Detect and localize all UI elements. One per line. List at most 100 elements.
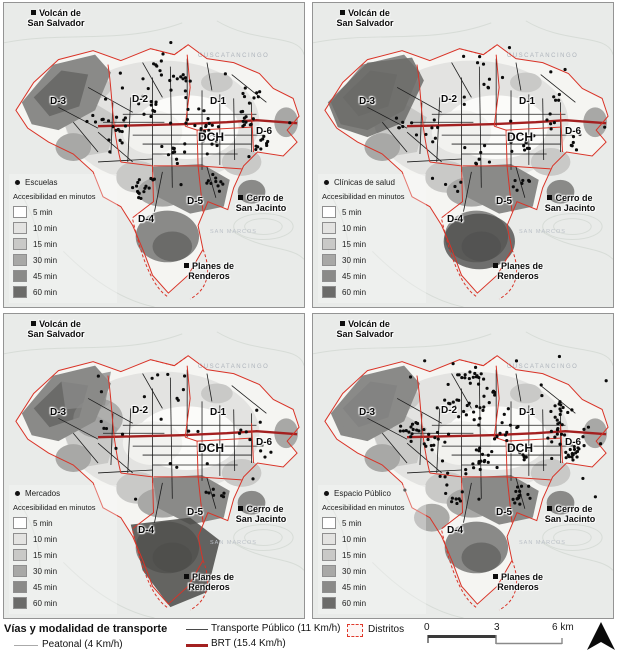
brt-line	[407, 119, 607, 128]
peatonal-line-icon	[14, 645, 38, 646]
district-label-d-4: D-4	[138, 525, 155, 536]
access-class-label: 60 min	[342, 598, 367, 608]
scalebar-tick-6km: 6 km	[552, 622, 574, 633]
access-class-label: 15 min	[33, 550, 58, 560]
access-class-row: 60 min	[13, 284, 113, 300]
basemap-label-san-marcos: SAN MARCOS	[210, 229, 257, 235]
access-class-row: 5 min	[13, 515, 113, 531]
cerro-label-line2: San Jacinto	[544, 514, 596, 525]
access-class-row: 30 min	[322, 252, 422, 268]
facility-row: Escuelas	[15, 178, 113, 187]
access-class-label: 5 min	[342, 518, 362, 528]
district-label-d-5: D-5	[496, 507, 513, 518]
access-class-label: 10 min	[342, 534, 367, 544]
cerro-label-line2: San Jacinto	[544, 203, 596, 214]
basemap-label-cuscatancingo: CUSCATANCINGO	[507, 53, 579, 59]
district-label-dch: DCH	[507, 441, 533, 455]
district-label-d-1: D-1	[210, 407, 227, 418]
basemap-label-cuscatancingo: CUSCATANCINGO	[507, 364, 579, 370]
access-class-row: 30 min	[13, 252, 113, 268]
basemap-label-san-marcos: SAN MARCOS	[210, 540, 257, 546]
cerro-label-line2: San Jacinto	[235, 514, 287, 525]
access-class-list: 5 min 10 min 15 min 30 min 45 min 60 min	[13, 204, 113, 300]
basemap-label-san-marcos: SAN MARCOS	[519, 540, 566, 546]
access-class-swatch	[13, 238, 27, 250]
facility-marker-icon	[324, 491, 329, 496]
access-class-row: 15 min	[13, 547, 113, 563]
cerro-marker-icon	[547, 506, 553, 511]
access-class-label: 30 min	[342, 566, 367, 576]
access-class-swatch	[13, 533, 27, 545]
planes-label-line1: Planes de	[191, 261, 235, 271]
map-canvas	[4, 3, 304, 307]
cerro-label: Cerro de San Jacinto	[218, 504, 304, 525]
access-class-swatch	[322, 206, 336, 218]
access-class-swatch	[322, 581, 336, 593]
planes-marker-icon	[183, 574, 189, 579]
access-class-label: 15 min	[342, 550, 367, 560]
volcano-label-line1: Volcán de	[39, 8, 81, 18]
planes-label-line2: Renderos	[497, 271, 539, 282]
access-class-swatch	[13, 206, 27, 218]
facility-label: Escuelas	[25, 178, 58, 187]
planes-label: Planes de Renderos	[168, 572, 250, 593]
access-class-label: 45 min	[342, 271, 367, 281]
access-class-row: 10 min	[322, 220, 422, 236]
district-boundaries	[15, 355, 300, 611]
access-class-list: 5 min 10 min 15 min 30 min 45 min 60 min	[13, 515, 113, 611]
planes-marker-icon	[183, 263, 189, 268]
access-class-swatch	[322, 286, 336, 298]
map-svg	[313, 314, 613, 618]
district-label-d-5: D-5	[496, 196, 513, 207]
access-legend-title: Accesibilidad en minutos	[322, 503, 405, 512]
district-label-d-6: D-6	[256, 126, 273, 137]
access-class-label: 5 min	[33, 518, 53, 528]
district-label-d-6: D-6	[565, 437, 582, 448]
cerro-label-line1: Cerro de	[555, 193, 593, 203]
volcano-marker-icon	[340, 321, 346, 326]
map-svg	[4, 3, 304, 307]
access-class-row: 10 min	[322, 531, 422, 547]
access-class-row: 5 min	[13, 204, 113, 220]
access-class-label: 30 min	[342, 255, 367, 265]
district-label-d-2: D-2	[132, 405, 149, 416]
cerro-label: Cerro de San Jacinto	[527, 193, 613, 214]
volcano-label: Volcán de San Salvador	[319, 8, 411, 29]
district-label-d-3: D-3	[359, 96, 376, 107]
volcano-label: Volcán de San Salvador	[10, 8, 102, 29]
access-class-label: 60 min	[33, 287, 58, 297]
planes-marker-icon	[492, 574, 498, 579]
district-boundaries	[324, 355, 609, 611]
brt-line	[407, 430, 607, 439]
facility-label: Mercados	[25, 489, 61, 498]
district-label-d-6: D-6	[565, 126, 582, 137]
brt-line-icon	[186, 644, 208, 647]
facility-label: Clínicas de salud	[334, 178, 395, 187]
district-label-dch: DCH	[507, 130, 533, 144]
district-label-d-3: D-3	[50, 407, 67, 418]
volcano-label-line2: San Salvador	[336, 329, 394, 340]
brt-line	[98, 430, 298, 439]
basemap-roads	[313, 331, 613, 618]
cerro-label-line1: Cerro de	[555, 504, 593, 514]
access-class-label: 15 min	[342, 239, 367, 249]
district-label-d-3: D-3	[50, 96, 67, 107]
scalebar	[427, 635, 563, 645]
access-class-row: 10 min	[13, 531, 113, 547]
north-arrow-icon	[587, 622, 615, 650]
district-boundaries	[15, 44, 300, 300]
map-panel-clinicas: Volcán de San Salvador CUSCATANCINGO SAN…	[312, 2, 614, 308]
volcano-label-line1: Volcán de	[348, 8, 390, 18]
cerro-marker-icon	[547, 195, 553, 200]
planes-label-line2: Renderos	[188, 582, 230, 593]
access-class-swatch	[13, 597, 27, 609]
access-class-label: 10 min	[342, 223, 367, 233]
access-class-swatch	[13, 581, 27, 593]
access-class-swatch	[13, 286, 27, 298]
access-class-swatch	[322, 222, 336, 234]
volcano-label: Volcán de San Salvador	[10, 319, 102, 340]
access-class-swatch	[322, 517, 336, 529]
facility-marker-icon	[15, 491, 20, 496]
planes-label: Planes de Renderos	[477, 261, 559, 282]
planes-marker-icon	[492, 263, 498, 268]
